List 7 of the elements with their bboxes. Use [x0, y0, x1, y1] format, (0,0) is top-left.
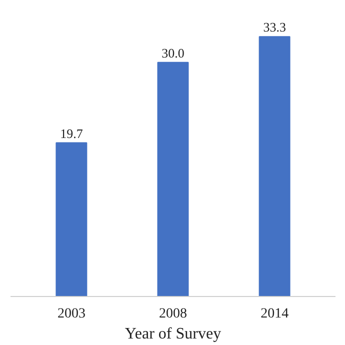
data-label: 19.7: [60, 126, 84, 141]
x-tick-label: 2014: [260, 306, 289, 322]
x-tick-label: 2008: [159, 306, 187, 322]
data-label: 33.3: [263, 20, 286, 35]
x-axis-title: Year of Survey: [124, 326, 222, 342]
x-tick-label: 2003: [57, 306, 86, 322]
data-label: 30.0: [162, 45, 184, 60]
